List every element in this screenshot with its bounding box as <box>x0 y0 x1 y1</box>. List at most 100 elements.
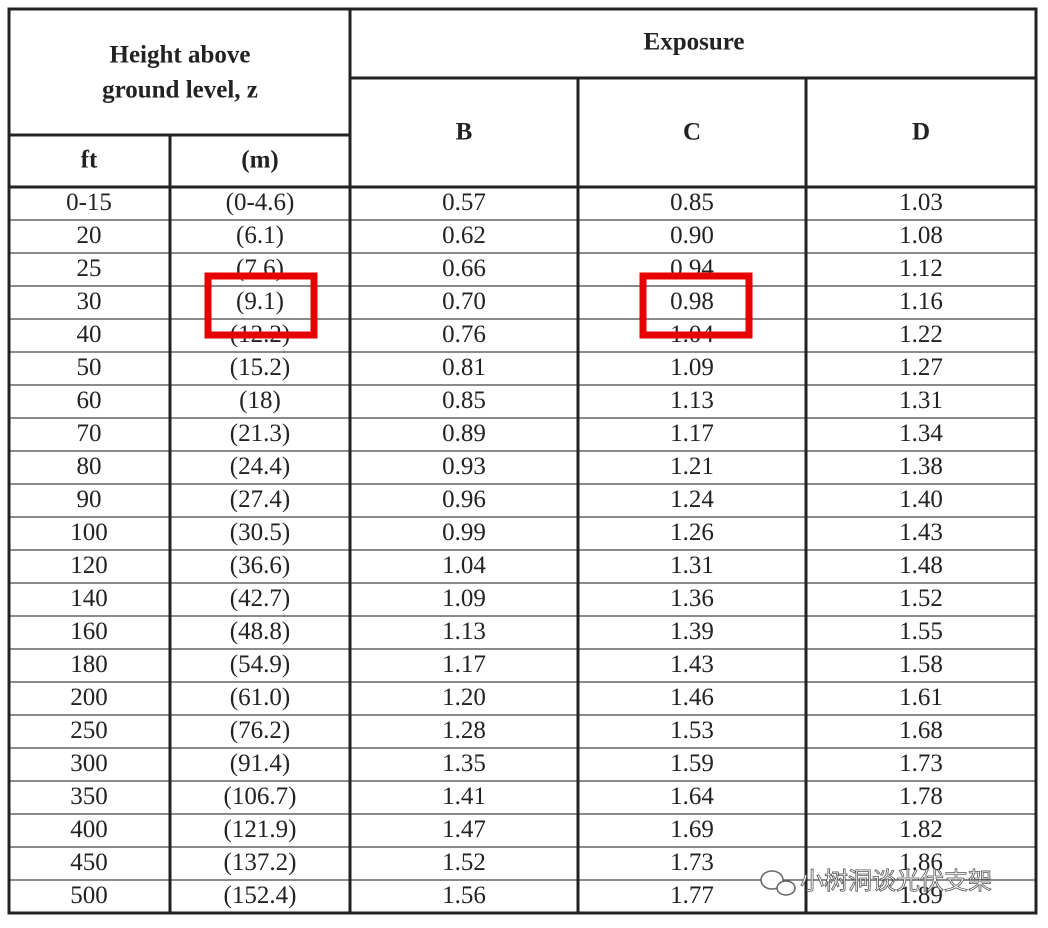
table-cell: 1.03 <box>899 189 943 216</box>
table-cell: 450 <box>70 849 108 876</box>
table-cell: 1.08 <box>899 222 943 249</box>
table-cell: (61.0) <box>230 684 290 711</box>
table-cell: (152.4) <box>224 882 297 909</box>
table-cell: 30 <box>77 288 102 315</box>
table-cell: 1.77 <box>670 882 714 909</box>
table-cell: 1.16 <box>899 288 943 315</box>
table-cell: 1.48 <box>899 552 943 579</box>
table-cell: 0.96 <box>442 486 486 513</box>
table-cell: 70 <box>77 420 102 447</box>
table-cell: 1.82 <box>899 816 943 843</box>
table-cell: (36.6) <box>230 552 290 579</box>
table-cell: 1.13 <box>442 618 486 645</box>
table-cell: 25 <box>77 255 102 282</box>
table-cell: (18) <box>239 387 281 414</box>
header-cell: ft <box>81 147 98 174</box>
table-cell: 1.61 <box>899 684 943 711</box>
table-cell: 1.09 <box>442 585 486 612</box>
header-cell: (m) <box>241 147 278 174</box>
table-cell: 1.31 <box>670 552 714 579</box>
table-cell: 0.93 <box>442 453 486 480</box>
table-cell: 1.58 <box>899 651 943 678</box>
header-cell: C <box>683 119 701 146</box>
table-cell: (24.4) <box>230 453 290 480</box>
table-cell: 1.59 <box>670 750 714 777</box>
table-cell: 80 <box>77 453 102 480</box>
table-cell: 0.81 <box>442 354 486 381</box>
table-cell: 100 <box>70 519 108 546</box>
table-cell: 1.20 <box>442 684 486 711</box>
table-cell: 1.21 <box>670 453 714 480</box>
table-cell: 1.28 <box>442 717 486 744</box>
table-cell: 400 <box>70 816 108 843</box>
table-cell: 200 <box>70 684 108 711</box>
table-cell: 0.85 <box>670 189 714 216</box>
table-cell: (137.2) <box>224 849 297 876</box>
table-cell: (21.3) <box>230 420 290 447</box>
table-cell: 20 <box>77 222 102 249</box>
table-cell: (6.1) <box>236 222 284 249</box>
watermark: 小树洞谈光伏支架 <box>760 867 992 896</box>
table-cell: 1.36 <box>670 585 714 612</box>
outer-border <box>7 7 1038 915</box>
table-cell: (48.8) <box>230 618 290 645</box>
header-cell: D <box>912 119 930 146</box>
table-cell: 1.31 <box>899 387 943 414</box>
table-cell: 180 <box>70 651 108 678</box>
table-cell: 1.53 <box>670 717 714 744</box>
table-cell: 1.46 <box>670 684 714 711</box>
highlight-box <box>639 272 753 339</box>
table-cell: 50 <box>77 354 102 381</box>
table-cell: 1.26 <box>670 519 714 546</box>
table-cell: 1.22 <box>899 321 943 348</box>
header-cell: Height above <box>110 42 251 69</box>
watermark-text: 小树洞谈光伏支架 <box>800 867 992 895</box>
table-cell: 1.52 <box>899 585 943 612</box>
table-cell: 1.68 <box>899 717 943 744</box>
table-cell: 1.43 <box>670 651 714 678</box>
header-cell: Exposure <box>644 29 745 56</box>
header-cell: B <box>456 119 473 146</box>
table-cell: 1.43 <box>899 519 943 546</box>
table-cell: (42.7) <box>230 585 290 612</box>
table-cell: 60 <box>77 387 102 414</box>
table-cell: 90 <box>77 486 102 513</box>
table-cell: 1.47 <box>442 816 486 843</box>
table-cell: 0.76 <box>442 321 486 348</box>
table-cell: 1.89 <box>899 882 943 909</box>
table-cell: 1.41 <box>442 783 486 810</box>
table-cell: 0.89 <box>442 420 486 447</box>
table-cell: (54.9) <box>230 651 290 678</box>
table-cell: 160 <box>70 618 108 645</box>
table-cell: 250 <box>70 717 108 744</box>
table-cell: (27.4) <box>230 486 290 513</box>
table-cell: 0-15 <box>66 189 112 216</box>
table-cell: (0-4.6) <box>226 189 295 216</box>
table-cell: 0.99 <box>442 519 486 546</box>
table-cell: 1.78 <box>899 783 943 810</box>
table-cell: 0.57 <box>442 189 486 216</box>
table-cell: 1.39 <box>670 618 714 645</box>
table-cell: 120 <box>70 552 108 579</box>
table-cell: 1.12 <box>899 255 943 282</box>
table-cell: 500 <box>70 882 108 909</box>
table-cell: 1.35 <box>442 750 486 777</box>
table-cell: (15.2) <box>230 354 290 381</box>
table-cell: 0.66 <box>442 255 486 282</box>
table-cell: 1.09 <box>670 354 714 381</box>
table-cell: 0.98 <box>670 288 714 315</box>
watermark-icon <box>776 880 796 896</box>
table-cell: 300 <box>70 750 108 777</box>
table-cell: (121.9) <box>224 816 297 843</box>
table-cell: 0.62 <box>442 222 486 249</box>
table-cell: 0.70 <box>442 288 486 315</box>
table-cell: 140 <box>70 585 108 612</box>
table-cell: 1.55 <box>899 618 943 645</box>
table-cell: 1.17 <box>670 420 714 447</box>
table-cell: 1.27 <box>899 354 943 381</box>
table-cell: 1.86 <box>899 849 943 876</box>
highlight-box <box>204 272 318 339</box>
table-body: 0-15 (0-4.6) 0.57 0.85 1.03 20 (6.1) 0.62 0.90 1.… <box>9 189 1036 909</box>
table-cell: 0.90 <box>670 222 714 249</box>
